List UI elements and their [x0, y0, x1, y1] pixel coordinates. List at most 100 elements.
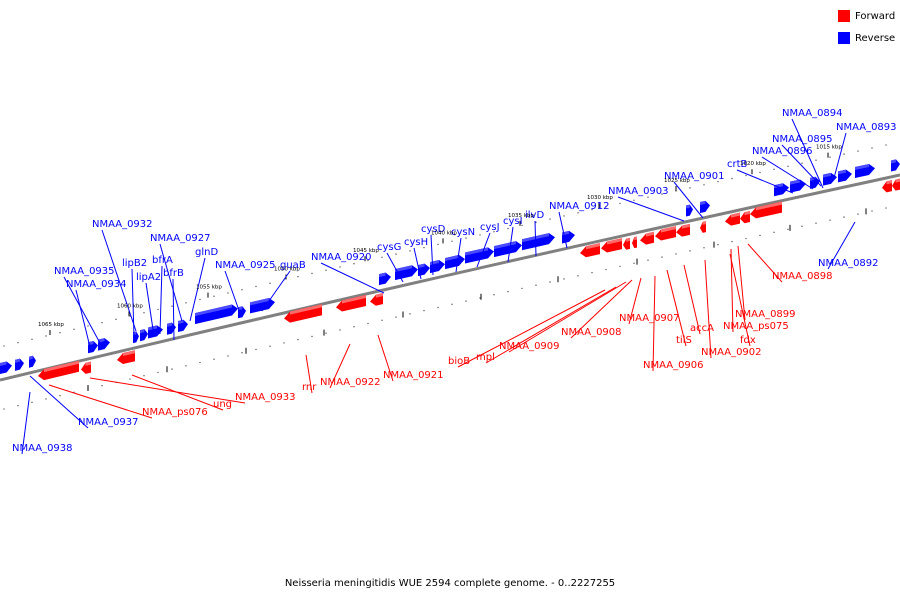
gene-label: NMAA_0925: [215, 260, 276, 271]
grid-dot: [297, 275, 299, 278]
gene-arrow: [522, 233, 555, 251]
gene-highlight: [823, 172, 831, 178]
grid-dot: [353, 263, 355, 265]
grid-dot: [17, 404, 19, 407]
grid-dot: [535, 284, 537, 286]
gene-highlight: [646, 231, 654, 237]
leader-line: [476, 232, 491, 268]
leader-line: [29, 375, 89, 429]
gene-arrow: [379, 272, 391, 286]
gene-arrow: [623, 237, 630, 250]
tick-label: 1045 kbp: [353, 248, 379, 254]
grid-dot: [269, 282, 271, 284]
grid-dot: [157, 371, 159, 374]
gene-highlight: [85, 361, 91, 366]
grid-dot: [45, 335, 47, 337]
gene-arrow: [81, 361, 91, 374]
gene-body: [395, 265, 418, 281]
grid-dot: [451, 303, 453, 305]
gene-highlight: [167, 322, 172, 327]
gene-label: rnr: [302, 382, 317, 393]
leader-line: [413, 247, 422, 280]
grid-dot: [241, 352, 243, 354]
reverse-swatch: [838, 32, 850, 44]
gene-label: NMAA_0933: [235, 392, 296, 403]
gene-arrow: [686, 204, 693, 217]
genome-caption: Neisseria meningitidis WUE 2594 complete…: [284, 578, 616, 589]
gene-highlight: [744, 211, 750, 216]
grid-dot: [661, 256, 663, 258]
gene-label: accA: [690, 323, 714, 334]
gene-label: NMAA_0921: [383, 370, 444, 381]
gene-label: ilvD: [525, 210, 544, 221]
gene-arrow: [823, 172, 837, 186]
grid-dot: [857, 150, 859, 152]
grid-dot: [829, 156, 831, 158]
grid-dot: [549, 281, 551, 283]
grid-dot: [213, 295, 215, 297]
leader-line: [189, 257, 206, 322]
gene-label: bioB: [448, 356, 470, 367]
grid-dot: [703, 184, 705, 186]
gene-arrow: [148, 325, 163, 339]
gene-arrow: [632, 236, 637, 249]
grid-dot: [521, 287, 523, 290]
gene-label: NMAA_ps076: [142, 407, 208, 418]
grid-dot: [297, 338, 299, 341]
tick-marks: [49, 152, 867, 391]
gene-arrow: [29, 355, 36, 368]
grid-dot: [171, 305, 173, 307]
forward-genes: [38, 178, 900, 381]
leader-line: [652, 275, 656, 372]
grid-dot: [759, 234, 761, 237]
leader-line: [455, 237, 462, 273]
leader-line: [21, 391, 31, 455]
tick-label: 1040 kbp: [431, 230, 457, 236]
leader-line: [747, 243, 783, 283]
gene-label: NMAA_0893: [836, 122, 897, 133]
gene-label: lipB2: [122, 258, 147, 269]
gene-label: NMAA_0922: [320, 377, 381, 388]
gene-label: NMAA_0907: [619, 313, 680, 324]
grid-dot: [801, 162, 803, 164]
gene-label: NMAA_0906: [643, 360, 704, 371]
grid-dot: [619, 265, 621, 268]
gene-arrow: [580, 243, 600, 258]
grid-dot: [3, 408, 5, 410]
grid-dot: [647, 196, 649, 198]
grid-dot: [199, 361, 201, 364]
gene-highlight: [686, 204, 690, 209]
leader-line: [172, 278, 175, 341]
gene-arrow: [117, 350, 135, 365]
gene-highlight: [0, 361, 7, 367]
grid-dot: [381, 256, 383, 259]
grid-dot: [563, 278, 565, 280]
grid-dot: [73, 328, 75, 331]
gene-arrow: [676, 223, 690, 237]
legend-forward: Forward: [838, 8, 895, 24]
gene-arrow: [740, 211, 750, 224]
grid-dot: [507, 227, 509, 230]
legend: Forward Reverse: [838, 8, 895, 52]
gene-highlight: [379, 272, 386, 278]
grid-dot: [493, 231, 495, 233]
grid-dot: [885, 207, 887, 209]
gene-arrow: [370, 293, 383, 306]
grid-dot: [227, 355, 229, 357]
grid-dot: [703, 247, 705, 249]
gene-label: cysH: [404, 237, 428, 248]
grid-dot: [787, 165, 789, 168]
grid-dot: [479, 297, 481, 299]
grid-dot: [605, 205, 607, 208]
grid-dot: [647, 259, 649, 261]
leader-line: [386, 252, 404, 283]
gene-label: cysN: [451, 227, 475, 238]
leader-line: [430, 234, 434, 276]
gene-arrow: [892, 178, 900, 191]
leader-line: [683, 264, 701, 335]
leader-line: [89, 377, 246, 404]
forward-swatch: [838, 10, 850, 22]
leader-line: [737, 245, 746, 321]
leader-line: [320, 262, 385, 294]
